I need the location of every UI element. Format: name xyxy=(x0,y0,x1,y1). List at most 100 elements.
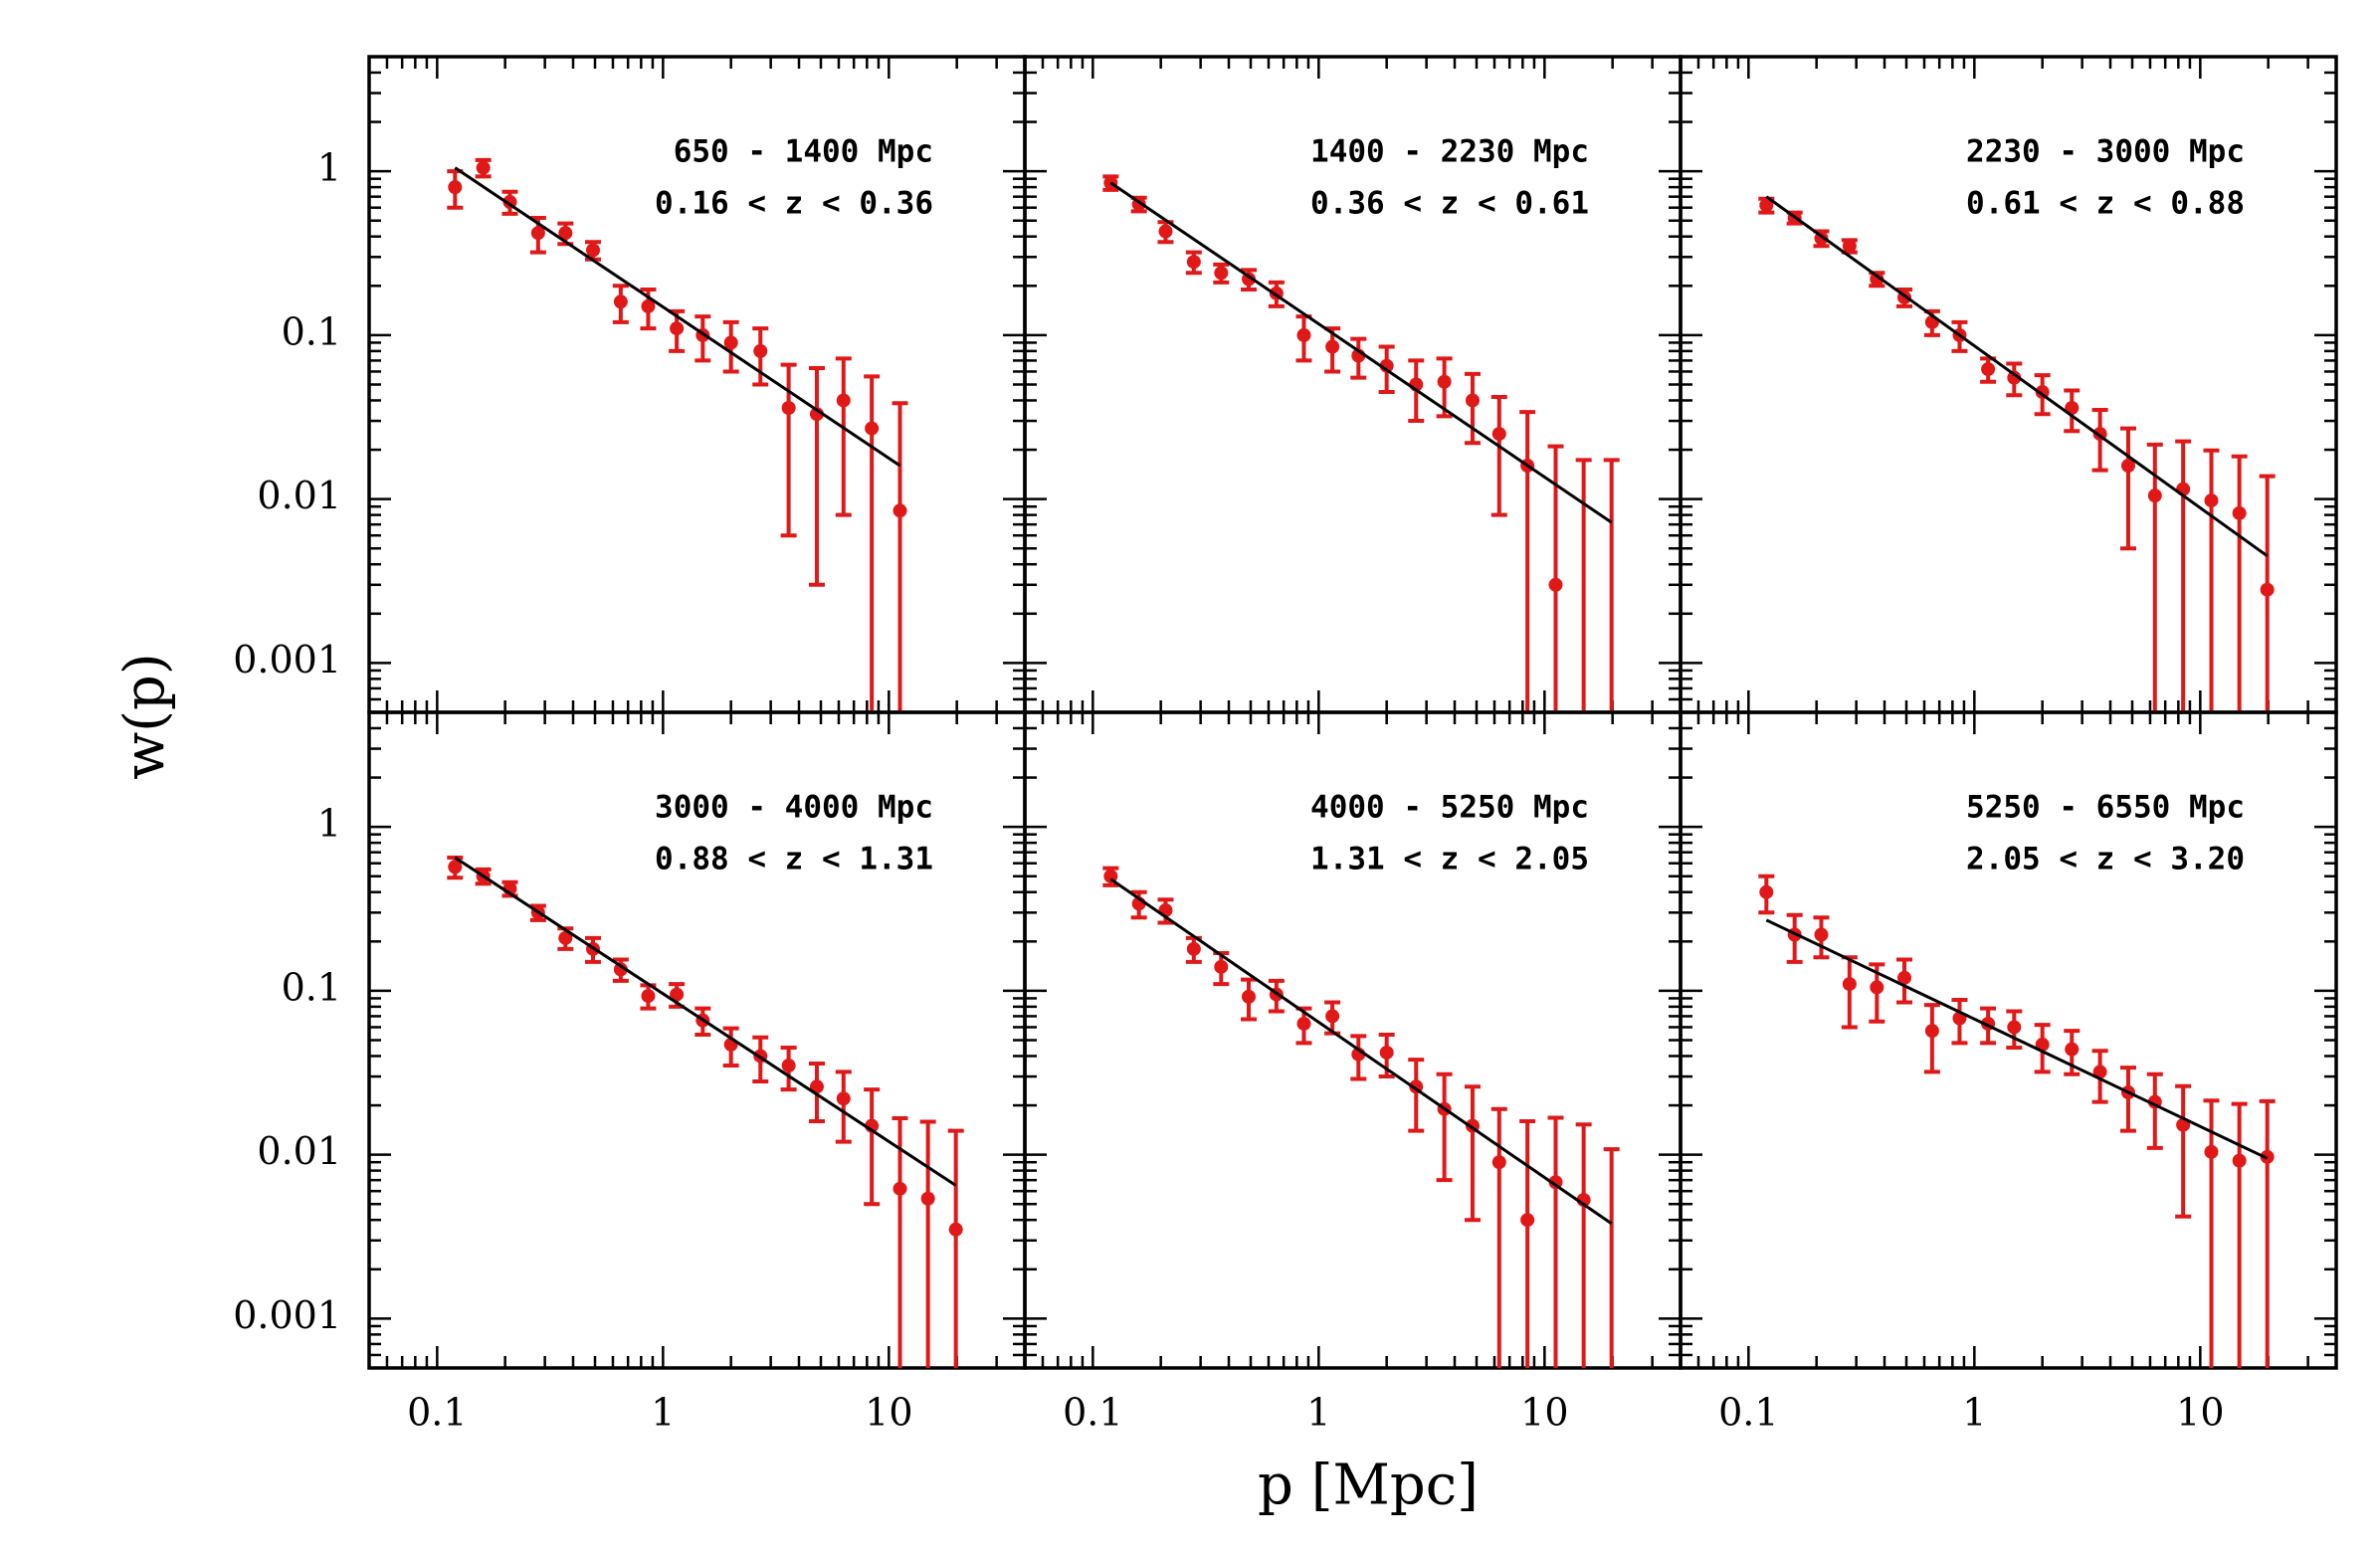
panel-annotation: 0.16 < z < 0.36 xyxy=(655,186,933,222)
x-tick-label: 0.1 xyxy=(407,1391,467,1435)
y-tick-label: 0.001 xyxy=(233,1293,341,1337)
data-point xyxy=(2007,370,2022,385)
data-point xyxy=(1325,1009,1340,1024)
data-point xyxy=(1491,1155,1506,1170)
data-point xyxy=(865,421,880,436)
data-point xyxy=(1605,742,1619,756)
data-point xyxy=(2232,1153,2247,1168)
data-point xyxy=(1214,959,1229,974)
panel-annotation: 0.61 < z < 0.88 xyxy=(1966,186,2245,222)
data-point xyxy=(1465,393,1480,408)
data-point xyxy=(641,989,656,1004)
data-point xyxy=(781,1059,796,1073)
data-point xyxy=(1605,1398,1619,1412)
plot-area xyxy=(447,855,964,1368)
data-point xyxy=(1759,198,1774,213)
panel-annotation: 1.31 < z < 2.05 xyxy=(1310,842,1589,877)
data-point xyxy=(558,226,573,241)
data-point xyxy=(558,930,573,945)
data-point xyxy=(1325,339,1340,354)
data-point xyxy=(2260,582,2275,597)
x-tick-label: 0.1 xyxy=(1063,1391,1122,1435)
y-tick-label: 0.1 xyxy=(282,965,341,1009)
data-point xyxy=(1842,977,1857,992)
data-point xyxy=(1870,980,1884,995)
fit-line xyxy=(454,856,957,1187)
data-point xyxy=(1870,272,1884,287)
y-tick-label: 1 xyxy=(317,146,341,190)
x-tick-label: 10 xyxy=(1520,1391,1568,1435)
plot-area xyxy=(447,157,908,712)
data-point xyxy=(892,503,907,518)
data-point xyxy=(1296,327,1311,342)
data-point xyxy=(2092,1065,2107,1079)
panel-annotation: 0.88 < z < 1.31 xyxy=(655,842,933,877)
data-point xyxy=(1103,869,1118,883)
panel-annotation: 1400 - 2230 Mpc xyxy=(1310,134,1589,170)
data-point xyxy=(1379,1045,1394,1060)
fit-line xyxy=(1109,181,1613,524)
data-point xyxy=(670,321,685,336)
y-tick-label: 0.1 xyxy=(282,309,341,353)
y-tick-label: 1 xyxy=(317,802,341,846)
data-point xyxy=(1520,1213,1535,1228)
data-point xyxy=(1759,884,1774,899)
data-point xyxy=(1897,970,1912,985)
x-tick-label: 10 xyxy=(2176,1391,2224,1435)
data-point xyxy=(2035,1037,2050,1052)
data-point xyxy=(2065,1042,2080,1057)
data-point xyxy=(2065,401,2080,416)
data-point xyxy=(892,1181,907,1196)
y-tick-label: 0.01 xyxy=(257,474,341,517)
data-point xyxy=(2120,459,2135,474)
data-point xyxy=(1214,266,1229,281)
y-tick-label: 0.01 xyxy=(257,1129,341,1173)
panel-annotation: 4000 - 5250 Mpc xyxy=(1310,790,1589,826)
data-point xyxy=(948,1222,963,1237)
data-point xyxy=(1548,1175,1563,1190)
panel: 5250 - 6550 Mpc 2.05 < z < 3.20 xyxy=(1679,710,2338,1370)
fit-line xyxy=(1765,195,2269,558)
panel-annotation: 650 - 1400 Mpc xyxy=(674,134,933,170)
data-point xyxy=(1814,927,1829,942)
data-point xyxy=(781,401,796,416)
data-point xyxy=(613,294,628,309)
plot-area xyxy=(1102,174,1620,756)
panel-annotation: 2230 - 3000 Mpc xyxy=(1966,134,2245,170)
data-point xyxy=(1186,255,1201,270)
data-point xyxy=(920,1191,935,1206)
data-point xyxy=(2204,1144,2219,1159)
plot-area xyxy=(1758,195,2276,712)
data-point xyxy=(723,335,738,350)
data-point xyxy=(1548,577,1563,592)
data-point xyxy=(809,1079,824,1094)
data-point xyxy=(613,962,628,977)
panel-frame xyxy=(1679,710,2338,1370)
data-point xyxy=(448,860,463,875)
data-point xyxy=(476,160,491,175)
panel-annotation: 2.05 < z < 3.20 xyxy=(1966,842,2245,877)
data-point xyxy=(1242,989,1257,1004)
fit-line xyxy=(454,166,901,468)
y-axis-label: w(p) xyxy=(113,653,178,779)
x-axis-label: p [Mpc] xyxy=(1258,1454,1479,1518)
data-point xyxy=(448,180,463,195)
data-point xyxy=(836,1091,851,1106)
data-point xyxy=(1158,224,1173,239)
panel: 3000 - 4000 Mpc 0.88 < z < 1.31 xyxy=(367,710,1027,1370)
panel: 650 - 1400 Mpc 0.16 < z < 0.36 xyxy=(367,55,1027,714)
x-tick-label: 1 xyxy=(1306,1391,1330,1435)
x-tick-label: 1 xyxy=(651,1391,675,1435)
data-point xyxy=(1186,941,1201,956)
fit-line xyxy=(1765,918,2269,1160)
data-point xyxy=(1577,742,1591,756)
panel-annotation: 5250 - 6550 Mpc xyxy=(1966,790,2245,826)
panel: 2230 - 3000 Mpc 0.61 < z < 0.88 xyxy=(1679,55,2338,714)
plot-area xyxy=(1758,874,2276,1368)
data-point xyxy=(1437,374,1452,389)
y-tick-label: 0.001 xyxy=(233,638,341,681)
data-point xyxy=(1842,239,1857,254)
panel-annotation: 3000 - 4000 Mpc xyxy=(655,790,933,826)
x-tick-label: 0.1 xyxy=(1718,1391,1778,1435)
